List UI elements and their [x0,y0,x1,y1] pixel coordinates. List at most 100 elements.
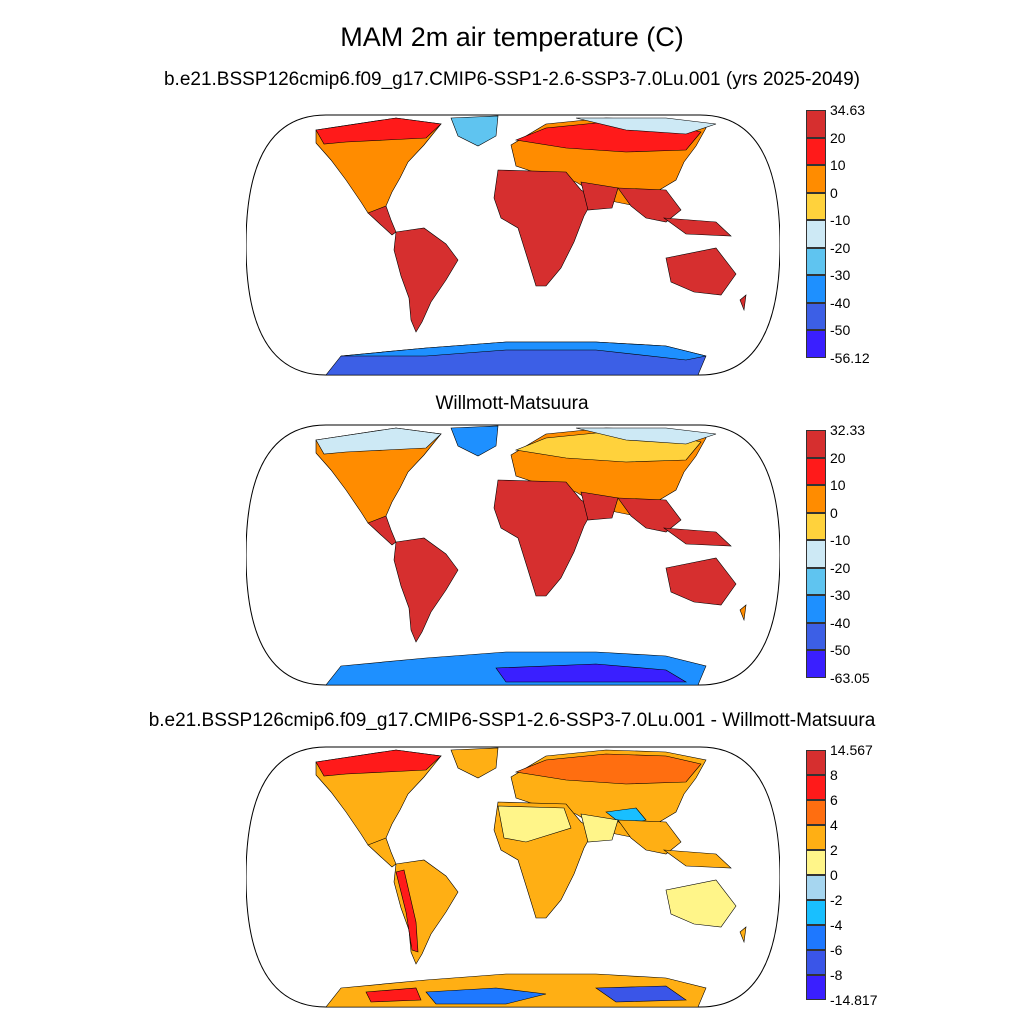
colorbar-swatch [806,950,826,975]
figure-title: MAM 2m air temperature (C) [340,22,684,52]
colorbar-swatch [806,165,826,193]
panel-3-map [246,746,780,1008]
colorbar-swatch [806,430,826,458]
colorbar-swatch [806,650,826,678]
continents [315,425,747,686]
south-asia [617,187,682,223]
colorbar-label: -20 [830,239,851,256]
colorbar-label: 8 [830,767,838,783]
colorbar-swatch [806,925,826,950]
antarctica-east-patch [595,985,687,1003]
colorbar-label: -4 [830,917,843,933]
new-zealand [739,926,747,944]
panel-2-map [246,424,780,686]
colorbar-label: -2 [830,892,843,908]
australia [665,247,737,296]
south-asia [617,819,682,855]
sahara [497,805,572,843]
colorbar-label: 4 [830,817,838,833]
colorbar-swatch [806,775,826,800]
colorbar-label: -40 [830,614,851,631]
colorbar-label: 14.567 [830,742,873,758]
colorbar-swatch [806,825,826,850]
colorbar-swatch [806,220,826,248]
colorbar-label: -40 [830,294,851,311]
panel-3-colorbar: 14.567 8 6 4 2 0 -2 -4 -6 -8 -14.817 [806,742,877,1008]
arabia [580,181,619,211]
colorbar-swatch [806,330,826,358]
south-america [393,537,459,643]
indonesia [662,849,732,869]
colorbar-label: -56.12 [830,350,870,366]
colorbar-label: -30 [830,267,851,284]
asia-north [514,753,702,785]
panel-1-colorbar: 34.63 20 10 0 -10 -20 -30 -40 -50 -56.12 [806,102,870,366]
colorbar-label: -50 [830,322,851,339]
colorbar-label: 32.33 [830,422,866,438]
colorbar-label: -14.817 [830,992,878,1008]
colorbar-swatch [806,485,826,513]
colorbar-swatch [806,900,826,925]
indonesia [662,527,732,547]
south-asia [617,497,682,533]
south-america [393,227,459,333]
colorbar-swatch [806,457,826,486]
colorbar-label: 34.63 [830,102,866,118]
colorbar-label: 6 [830,792,838,808]
colorbar-label: -10 [830,532,851,549]
antarctica-red-patch [365,987,422,1003]
colorbar-swatch [806,110,826,138]
colorbar-label: -10 [830,212,851,229]
colorbar-swatch [806,567,826,596]
antarctica-interior [495,663,688,683]
colorbar-label: -50 [830,642,851,659]
colorbar-label: 2 [830,842,838,858]
antarctica-blue-patch [425,987,547,1005]
colorbar-label: 0 [830,504,838,521]
colorbar-swatch [806,540,826,568]
colorbar-label: 0 [830,867,838,883]
panel-3-subtitle: b.e21.BSSP126cmip6.f09_g17.CMIP6-SSP1-2.… [148,710,876,731]
greenland [450,747,499,779]
colorbar-label: -6 [830,942,843,958]
panel-2-subtitle: Willmott-Matsuura [435,393,589,414]
colorbar-swatch [806,975,826,1000]
indonesia [662,217,732,237]
colorbar-label: 10 [830,157,846,174]
asia-arctic [575,427,717,445]
new-zealand [739,294,747,312]
greenland [450,425,499,457]
colorbar-swatch [806,192,826,221]
colorbar-swatch [806,247,826,276]
north-america-north [315,749,442,777]
colorbar-label: 10 [830,477,846,494]
panel-1-map [246,114,780,376]
colorbar-swatch [806,750,826,775]
greenland [450,115,499,147]
colorbar-swatch [806,850,826,875]
arabia [580,813,619,843]
asia-arctic [575,117,717,135]
colorbar-label: -30 [830,587,851,604]
australia [665,557,737,606]
colorbar-label: -8 [830,967,843,983]
colorbar-label: -20 [830,559,851,576]
panel-1-subtitle: b.e21.BSSP126cmip6.f09_g17.CMIP6-SSP1-2.… [163,69,861,90]
colorbar-swatch [806,875,826,900]
continents [315,747,747,1008]
colorbar-label: 20 [830,449,846,466]
arabia [580,491,619,521]
new-zealand [739,604,747,622]
colorbar-swatch [806,302,826,331]
north-america-north [315,117,442,145]
colorbar-swatch [806,512,826,541]
australia [665,879,737,928]
colorbar-swatch [806,137,826,166]
colorbar-swatch [806,595,826,623]
colorbar-swatch [806,622,826,651]
continents [315,115,747,376]
colorbar-swatch [806,800,826,825]
colorbar-label: 20 [830,129,846,146]
colorbar-label: 0 [830,184,838,201]
north-america-north [315,427,442,455]
